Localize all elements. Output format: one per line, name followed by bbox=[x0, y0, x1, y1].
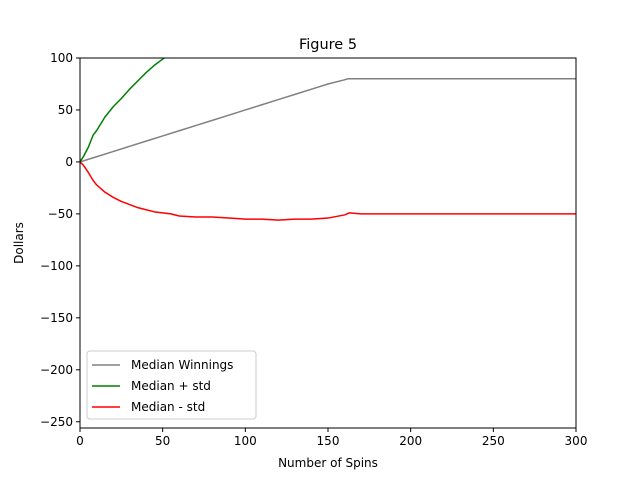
x-axis-label: Number of Spins bbox=[278, 456, 378, 470]
y-tick-label: −100 bbox=[40, 259, 73, 273]
series-line-median-winnings bbox=[80, 78, 576, 163]
y-tick-label: −50 bbox=[48, 207, 73, 221]
x-tick-label: 200 bbox=[399, 434, 422, 448]
y-axis-ticks: −250 −200 −150 −100 −50 0 50 100 bbox=[40, 51, 80, 429]
series-layer bbox=[80, 58, 576, 221]
x-axis-ticks: 0 50 100 150 200 250 300 bbox=[76, 428, 587, 448]
x-tick-label: 50 bbox=[155, 434, 170, 448]
y-tick-label: 0 bbox=[65, 155, 73, 169]
y-tick-label: −150 bbox=[40, 311, 73, 325]
y-tick-label: −250 bbox=[40, 415, 73, 429]
x-tick-label: 100 bbox=[234, 434, 257, 448]
x-tick-label: 0 bbox=[76, 434, 84, 448]
y-tick-label: −200 bbox=[40, 363, 73, 377]
x-tick-label: 150 bbox=[317, 434, 340, 448]
x-tick-label: 250 bbox=[482, 434, 505, 448]
legend: Median Winnings Median + std Median - std bbox=[86, 350, 257, 420]
y-tick-label: 100 bbox=[50, 51, 73, 65]
legend-label: Median - std bbox=[131, 400, 205, 414]
legend-box bbox=[86, 350, 257, 420]
x-tick-label: 300 bbox=[565, 434, 588, 448]
chart-title: Figure 5 bbox=[299, 37, 357, 53]
y-axis-label: Dollars bbox=[12, 222, 26, 264]
series-line-median-std bbox=[80, 58, 166, 163]
legend-label: Median Winnings bbox=[131, 358, 233, 372]
y-tick-label: 50 bbox=[58, 103, 73, 117]
legend-label: Median + std bbox=[131, 379, 211, 393]
series-line-median-std bbox=[80, 161, 576, 221]
